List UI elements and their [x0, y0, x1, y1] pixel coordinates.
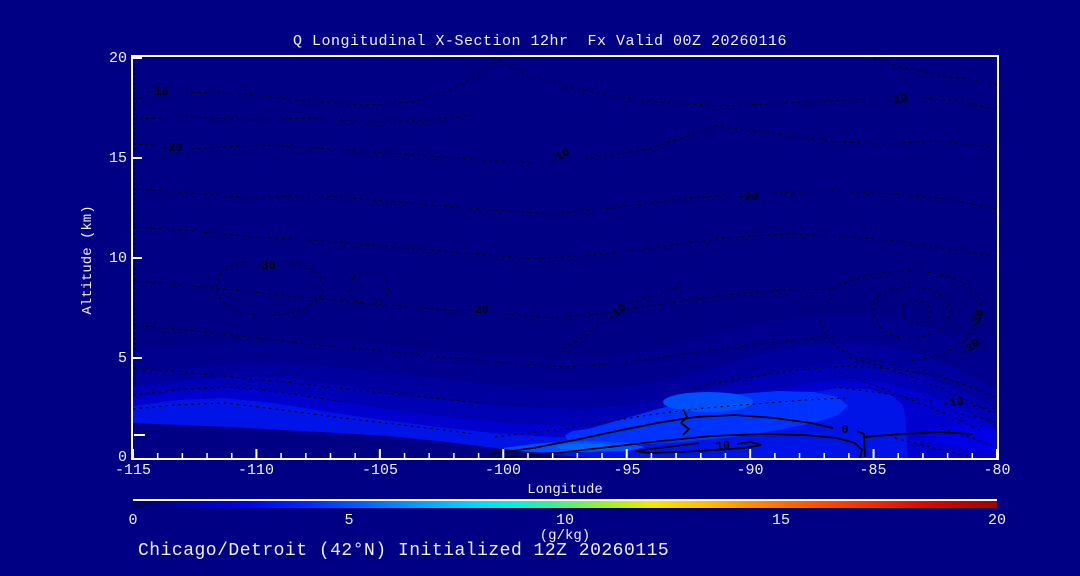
colorbar-tick-label: 10 [555, 512, 574, 529]
contour-label: -10 [147, 85, 169, 99]
axis-ticks [133, 57, 997, 458]
contour-label: 0 [841, 423, 849, 437]
x-tick-label: -95 [613, 462, 641, 479]
x-tick-label: -105 [361, 462, 398, 479]
y-tick-label: 0 [117, 449, 127, 466]
y-axis-label-wrap: Altitude (km) [78, 160, 98, 360]
colorbar-tick-label: 5 [344, 512, 354, 529]
colorbar-tick-label: 15 [771, 512, 790, 529]
contour-label: -20 [161, 141, 183, 155]
y-tick-label: 20 [108, 50, 127, 67]
y-tick-label: 15 [108, 150, 127, 167]
solid-contour-lines [489, 408, 974, 458]
y-tick-label: 5 [117, 350, 127, 367]
contour-label: 10 [715, 438, 731, 454]
colorbar-units-label: (g/kg) [539, 528, 591, 544]
contour-label: -10 [941, 394, 965, 412]
x-tick-label: -100 [484, 462, 521, 479]
y-axis-label: Altitude (km) [80, 205, 96, 315]
dashed-contour-lines [133, 58, 997, 458]
plot-title: Q Longitudinal X-Section 12hr Fx Valid 0… [292, 33, 788, 50]
contour-label: -20 [737, 190, 759, 204]
x-tick-label: -90 [736, 462, 764, 479]
contour-label: -30 [254, 259, 276, 273]
colorbar-tick-label: 20 [987, 512, 1006, 529]
terrain-mask [133, 423, 593, 458]
contour-label: -20 [467, 303, 489, 317]
cross-section-plot [133, 57, 997, 458]
plot-frame [131, 55, 999, 460]
colorbar [133, 499, 997, 508]
footer-caption: Chicago/Detroit (42°N) Initialized 12Z 2… [138, 541, 670, 561]
y-tick-label: 10 [108, 250, 127, 267]
x-tick-label: -85 [859, 462, 887, 479]
x-axis-label: Longitude [527, 482, 603, 498]
x-tick-label: -110 [237, 462, 274, 479]
x-tick-label: -115 [114, 462, 151, 479]
x-tick-label: -80 [983, 462, 1011, 479]
colorbar-tick-label: 0 [128, 512, 138, 529]
